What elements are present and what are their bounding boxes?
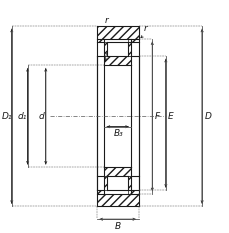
Text: d: d: [39, 112, 44, 121]
Text: B₃: B₃: [114, 129, 123, 138]
Bar: [96, 194, 138, 206]
Bar: [104, 176, 106, 190]
Text: D: D: [203, 112, 210, 121]
Bar: [106, 42, 128, 56]
Bar: [104, 56, 131, 65]
Text: F: F: [154, 112, 159, 121]
Bar: [128, 42, 138, 194]
Bar: [128, 190, 138, 194]
Bar: [96, 190, 104, 194]
Bar: [128, 42, 131, 56]
Bar: [96, 42, 104, 194]
Text: r: r: [104, 16, 108, 25]
Bar: [106, 176, 128, 190]
Text: B: B: [114, 222, 120, 231]
Text: E: E: [167, 112, 173, 121]
Bar: [128, 39, 138, 42]
Bar: [106, 176, 128, 190]
Bar: [106, 42, 128, 56]
Bar: [104, 65, 131, 167]
Bar: [104, 42, 106, 56]
Bar: [128, 176, 131, 190]
Text: D₁: D₁: [2, 112, 12, 121]
Bar: [96, 26, 138, 39]
Bar: [104, 167, 131, 176]
Text: r₁: r₁: [106, 40, 113, 49]
Text: d₁: d₁: [18, 112, 27, 121]
Bar: [96, 39, 104, 42]
Text: r: r: [143, 24, 146, 33]
